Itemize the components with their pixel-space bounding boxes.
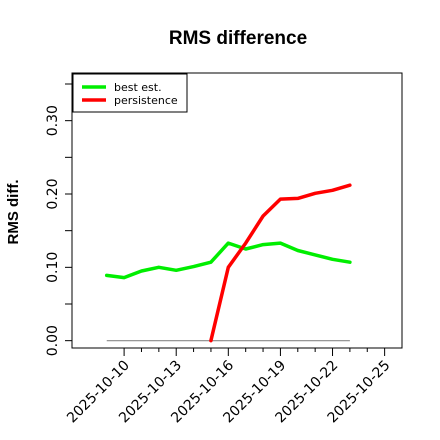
plot-frame xyxy=(71,72,403,349)
legend-label: best est. xyxy=(114,81,162,94)
y-tick-label: 0.10 xyxy=(45,252,61,283)
y-tick-label: 0.20 xyxy=(45,178,61,209)
legend: best est.persistence xyxy=(72,73,188,113)
series-line-best-est- xyxy=(104,241,352,280)
series-layer xyxy=(104,183,352,343)
y-tick-label: 0.00 xyxy=(45,325,61,356)
y-axis: 0.00 0.10 0.20 0.30 xyxy=(45,83,72,356)
x-axis: 2025-10-102025-10-132025-10-162025-10-19… xyxy=(64,348,393,426)
chart-title: RMS difference xyxy=(169,28,307,49)
y-axis-title: RMS diff. xyxy=(5,180,22,245)
y-tick-label: 0.30 xyxy=(45,105,61,136)
legend-box xyxy=(72,73,188,113)
legend-label: persistence xyxy=(114,94,178,107)
series-line-persistence xyxy=(209,183,352,343)
